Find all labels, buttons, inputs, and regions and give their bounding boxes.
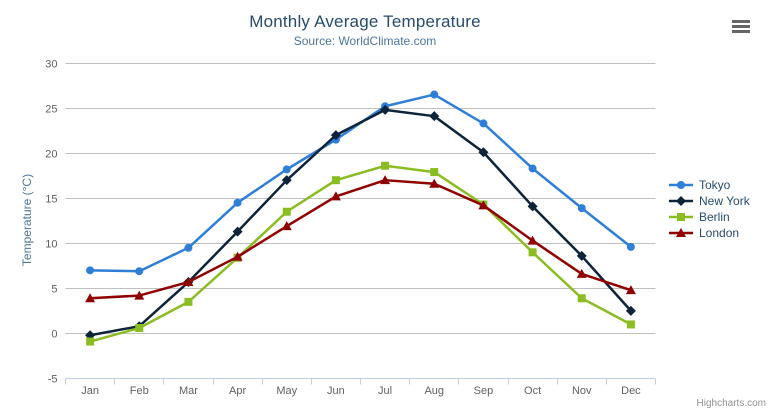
triangle-legend-marker-icon [669,228,693,237]
point-london-nov[interactable] [576,268,587,278]
chart-subtitle: Source: WorldClimate.com [293,34,437,48]
point-berlin-feb[interactable] [135,324,144,333]
hamburger-icon [732,20,750,23]
point-tokyo-feb[interactable] [135,267,144,276]
y-tick-label: 30 [45,59,57,71]
series-tokyo [86,90,635,276]
x-tick-label: Aug [424,385,444,397]
point-tokyo-jan[interactable] [86,266,95,275]
y-axis-title: Temperature (°C) [20,173,34,267]
y-tick-label: 5 [51,284,57,296]
series-new-york [85,104,636,341]
point-new-york-jun[interactable] [330,130,341,141]
legend-item-tokyo[interactable]: Tokyo [668,177,750,193]
x-tick-label: Jan [81,385,99,397]
diamond-legend-marker-icon [669,196,693,206]
point-london-apr[interactable] [232,251,243,261]
point-tokyo-sep[interactable] [479,119,488,128]
x-tick-label: Mar [179,385,198,397]
circle-legend-marker-icon [669,181,693,189]
point-tokyo-dec[interactable] [626,242,635,251]
point-new-york-aug[interactable] [429,111,440,122]
y-tick-label: 15 [45,194,57,206]
hamburger-menu-button[interactable] [732,19,750,33]
x-tick-label: Oct [524,385,541,397]
legend-marker-new-york[interactable] [676,196,686,206]
point-london-may[interactable] [281,221,292,231]
point-tokyo-nov[interactable] [577,204,586,213]
legend-label: Berlin [699,210,730,224]
point-tokyo-mar[interactable] [184,243,193,252]
series-line-berlin [88,164,633,343]
x-tick-label: Nov [572,385,592,397]
legend-item-new-york[interactable]: New York [668,193,750,209]
point-new-york-nov[interactable] [576,250,587,261]
x-tick-label: Apr [229,385,246,397]
point-berlin-may[interactable] [282,207,291,216]
legend-marker-berlin[interactable] [677,213,685,221]
legend-marker-tokyo[interactable] [677,181,685,189]
x-tick-label: Dec [621,385,641,397]
point-tokyo-may[interactable] [282,165,291,174]
square-legend-marker-icon [669,213,693,221]
series-line-london [88,178,633,300]
point-london-feb[interactable] [134,290,145,300]
point-london-sep[interactable] [478,200,489,210]
point-london-oct[interactable] [527,235,538,245]
point-tokyo-aug[interactable] [430,90,439,99]
x-tick-label: Jun [327,385,345,397]
hamburger-icon [732,30,750,33]
x-tick-label: Jul [378,385,392,397]
point-new-york-may[interactable] [281,175,292,186]
point-berlin-nov[interactable] [577,294,586,303]
x-tick-label: May [276,385,297,397]
legend: Tokyo New York Berlin London [668,177,750,241]
point-new-york-sep[interactable] [478,147,489,158]
point-london-aug[interactable] [429,178,440,188]
point-new-york-apr[interactable] [232,226,243,237]
legend-item-london[interactable]: London [668,225,750,241]
series-line-new-york [88,108,633,337]
y-tick-label: 25 [45,104,57,116]
legend-item-berlin[interactable]: Berlin [668,209,750,225]
point-new-york-jul[interactable] [380,104,391,115]
chart-title: Monthly Average Temperature [249,12,481,31]
point-london-jul[interactable] [380,175,391,185]
point-london-mar[interactable] [183,277,194,287]
legend-label: London [699,226,740,240]
legend-marker-london[interactable] [676,228,686,237]
point-new-york-dec[interactable] [625,305,636,316]
legend-label: Tokyo [699,178,731,192]
point-berlin-jul[interactable] [381,161,390,170]
credits-link[interactable]: Highcharts.com [696,398,766,409]
series-line-tokyo [88,93,633,273]
x-tick-label: Sep [474,385,494,397]
y-tick-label: 20 [45,149,57,161]
hamburger-icon [732,25,750,28]
point-berlin-dec[interactable] [626,320,635,329]
point-berlin-jun[interactable] [331,176,340,185]
point-berlin-jan[interactable] [86,337,95,346]
point-new-york-oct[interactable] [527,201,538,212]
y-tick-label: 0 [51,329,57,341]
point-london-dec[interactable] [625,285,636,295]
point-berlin-oct[interactable] [528,248,537,257]
point-tokyo-oct[interactable] [528,164,537,173]
series-london [85,175,636,303]
point-london-jan[interactable] [85,293,96,303]
x-tick-label: Feb [130,385,149,397]
point-berlin-aug[interactable] [430,168,439,177]
y-tick-label: 10 [45,239,57,251]
point-berlin-mar[interactable] [184,297,193,306]
legend-label: New York [699,194,750,208]
point-tokyo-apr[interactable] [233,198,242,207]
y-tick-label: -5 [48,374,58,386]
point-london-jun[interactable] [330,191,341,201]
